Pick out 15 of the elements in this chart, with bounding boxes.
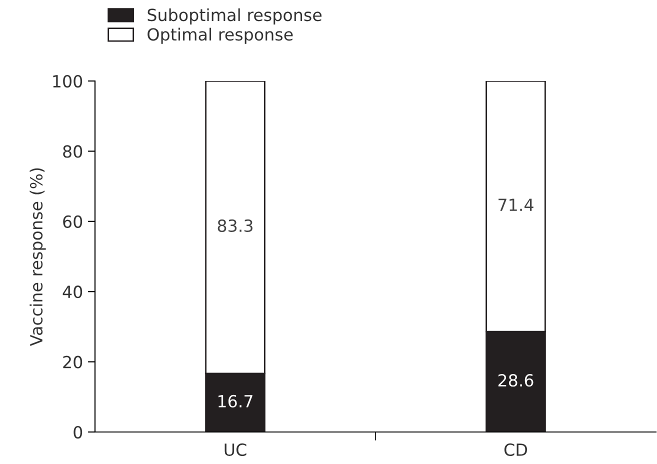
y-tick-label: 80 [63,145,82,158]
y-tick-label: 40 [62,286,82,298]
x-tick-label: UC [224,443,246,456]
x-tick-label: CD [504,443,527,456]
legend-label: Suboptimal response [148,8,322,24]
y-tick-label: 100 [53,74,82,88]
y-tick-label: 0 [74,426,82,439]
data-label: 83.3 [218,219,252,232]
y-tick-label: 60 [63,215,82,228]
data-label: 16.7 [218,394,252,408]
y-axis-title: Vaccine response (%) [30,168,46,346]
legend-label: Optimal response [148,28,293,44]
data-label: 28.6 [498,374,534,387]
y-tick-label: 20 [63,356,82,368]
data-label: 71.4 [498,198,534,211]
